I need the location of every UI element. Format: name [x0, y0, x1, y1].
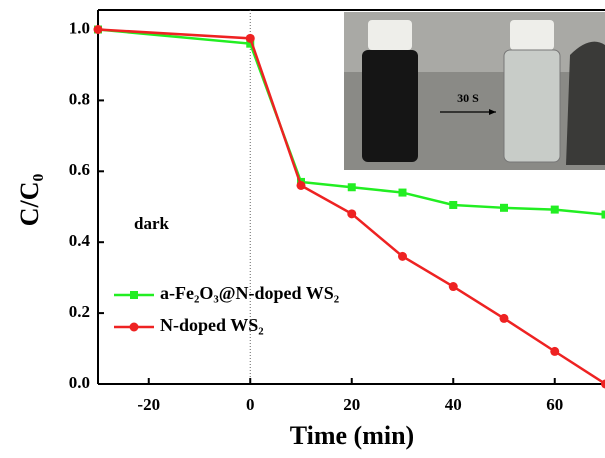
legend-marker [129, 322, 139, 332]
y-tick-label: 0.6 [69, 160, 90, 179]
data-point [347, 183, 356, 192]
data-point [550, 346, 560, 356]
x-tick-label: 20 [343, 395, 360, 414]
data-point [449, 200, 458, 209]
data-point [245, 33, 255, 43]
annotation: dark [134, 214, 170, 233]
data-point [448, 282, 458, 292]
legend-marker [130, 291, 138, 299]
data-point [398, 251, 407, 261]
data-point [398, 188, 407, 197]
inset-photo [344, 12, 605, 170]
legend-label: a-Fe₂O₃@N-doped WS₂ [160, 283, 339, 303]
y-tick-label: 0.4 [69, 231, 91, 250]
x-tick-label: 40 [445, 395, 462, 414]
data-point [499, 313, 509, 323]
data-point [550, 205, 559, 214]
x-tick-label: 0 [246, 395, 255, 414]
x-tick-label: 60 [546, 395, 563, 414]
data-point [246, 39, 255, 48]
y-tick-label: 0.8 [69, 89, 90, 108]
data-point [601, 379, 605, 389]
data-point [601, 210, 605, 219]
y-tick-label: 1.0 [69, 18, 90, 37]
y-axis-label: C/C₀ [15, 174, 44, 227]
legend-label: N-doped WS₂ [160, 315, 264, 335]
data-point [500, 203, 508, 212]
y-tick-label: 0.0 [69, 373, 90, 392]
x-tick-label: -20 [137, 395, 160, 414]
data-point [93, 24, 103, 34]
y-tick-label: 0.2 [69, 302, 90, 321]
data-point [347, 209, 357, 219]
data-point [296, 180, 306, 190]
x-axis-label: Time (min) [290, 421, 414, 450]
inset-label: 30 S [457, 91, 479, 105]
